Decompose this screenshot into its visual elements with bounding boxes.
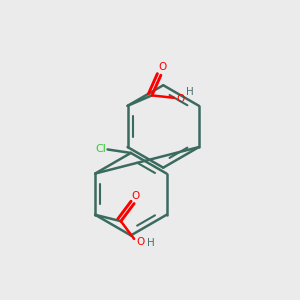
- Text: O: O: [158, 62, 166, 72]
- Text: O: O: [136, 237, 145, 247]
- Text: O: O: [177, 94, 185, 104]
- Text: H: H: [147, 238, 155, 248]
- Text: H: H: [186, 87, 194, 97]
- Text: Cl: Cl: [95, 145, 106, 154]
- Text: O: O: [131, 190, 140, 201]
